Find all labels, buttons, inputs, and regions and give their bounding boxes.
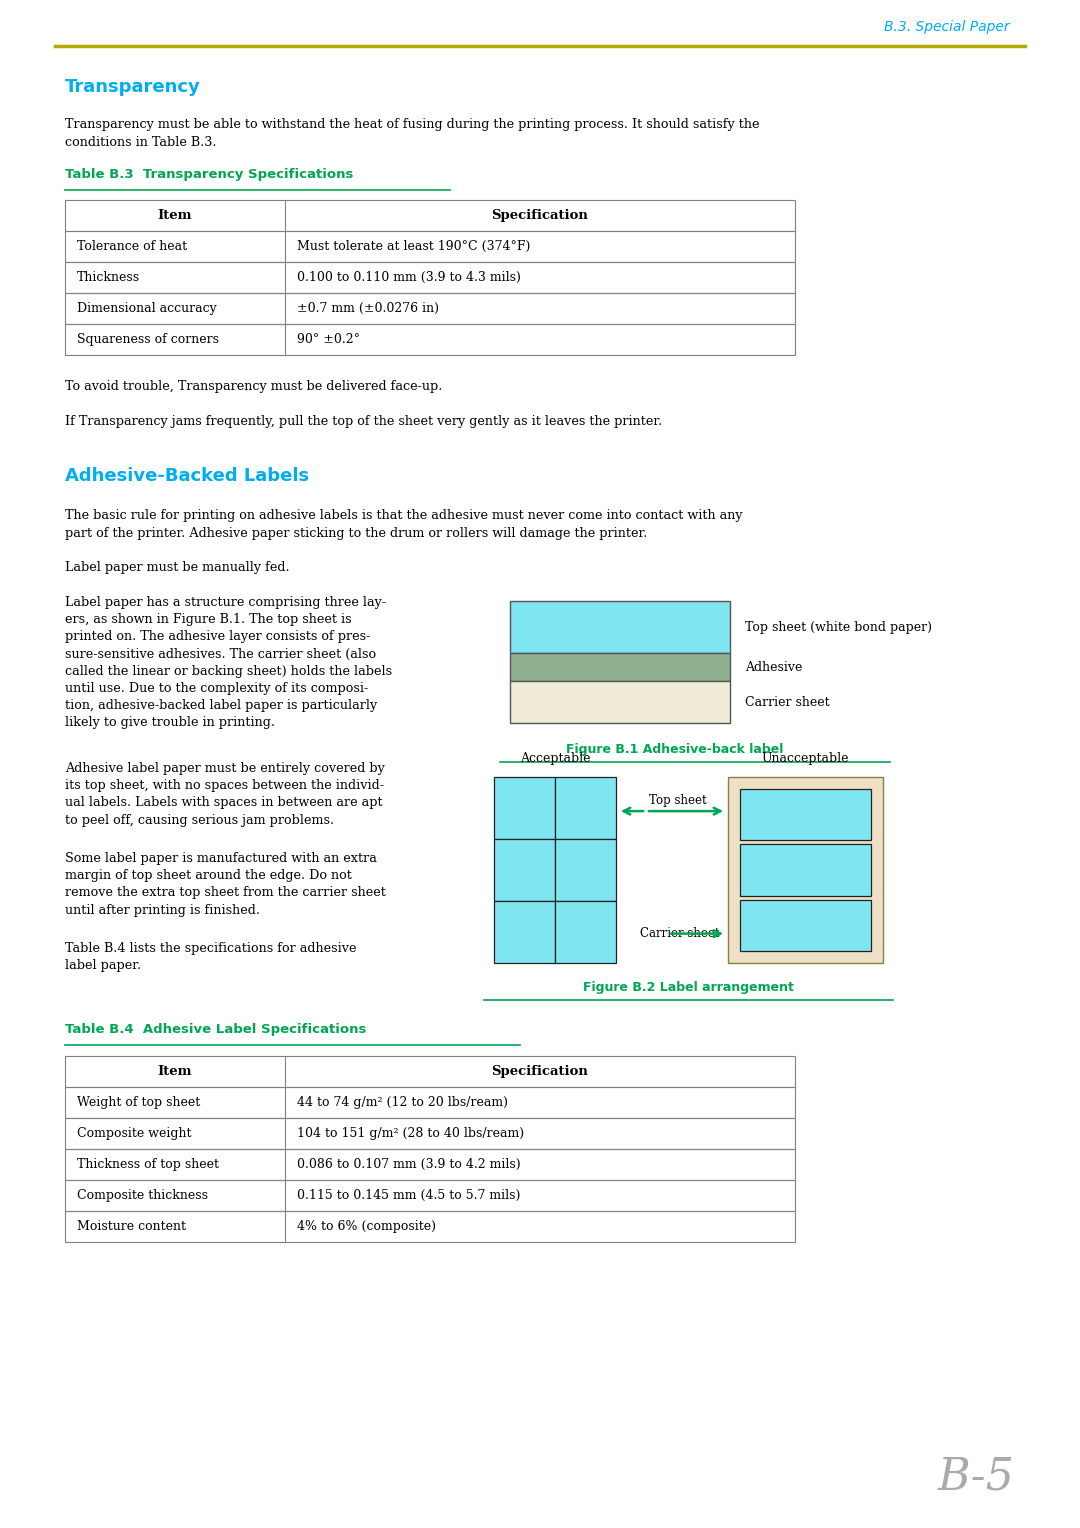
Text: Composite weight: Composite weight: [77, 1128, 191, 1140]
Text: 44 to 74 g/m² (12 to 20 lbs/ream): 44 to 74 g/m² (12 to 20 lbs/ream): [297, 1096, 508, 1109]
Text: Acceptable: Acceptable: [519, 752, 591, 766]
Text: Adhesive: Adhesive: [745, 660, 802, 674]
Bar: [65, 1056, 795, 1086]
Text: Transparency must be able to withstand the heat of fusing during the printing pr: Transparency must be able to withstand t…: [65, 118, 759, 150]
Bar: [494, 839, 555, 902]
Text: Table B.4  Adhesive Label Specifications: Table B.4 Adhesive Label Specifications: [65, 1024, 366, 1036]
Text: Thickness of top sheet: Thickness of top sheet: [77, 1158, 219, 1170]
Bar: [555, 902, 616, 963]
Text: Label paper must be manually fed.: Label paper must be manually fed.: [65, 561, 289, 575]
Text: Tolerance of heat: Tolerance of heat: [77, 240, 187, 254]
Bar: [65, 1149, 795, 1180]
Text: Item: Item: [158, 1065, 192, 1077]
Text: Must tolerate at least 190°C (374°F): Must tolerate at least 190°C (374°F): [297, 240, 530, 254]
Bar: [510, 681, 730, 723]
Bar: [65, 261, 795, 293]
Bar: [65, 1212, 795, 1242]
Bar: [510, 601, 730, 652]
Text: Weight of top sheet: Weight of top sheet: [77, 1096, 200, 1109]
Text: Some label paper is manufactured with an extra
margin of top sheet around the ed: Some label paper is manufactured with an…: [65, 853, 386, 917]
Bar: [728, 778, 883, 963]
Text: Unacceptable: Unacceptable: [761, 752, 849, 766]
Bar: [65, 1086, 795, 1118]
Bar: [65, 1118, 795, 1149]
Text: To avoid trouble, Transparency must be delivered face-up.: To avoid trouble, Transparency must be d…: [65, 380, 443, 393]
Text: 0.115 to 0.145 mm (4.5 to 5.7 mils): 0.115 to 0.145 mm (4.5 to 5.7 mils): [297, 1189, 521, 1203]
Text: Carrier sheet: Carrier sheet: [745, 695, 829, 709]
Bar: [555, 839, 616, 902]
Bar: [65, 293, 795, 324]
Text: Specification: Specification: [491, 1065, 589, 1077]
Text: Label paper has a structure comprising three lay-
ers, as shown in Figure B.1. T: Label paper has a structure comprising t…: [65, 596, 392, 729]
Text: The basic rule for printing on adhesive labels is that the adhesive must never c: The basic rule for printing on adhesive …: [65, 509, 743, 539]
Text: 0.100 to 0.110 mm (3.9 to 4.3 mils): 0.100 to 0.110 mm (3.9 to 4.3 mils): [297, 270, 521, 284]
Text: Composite thickness: Composite thickness: [77, 1189, 208, 1203]
Text: Table B.3  Transparency Specifications: Table B.3 Transparency Specifications: [65, 168, 353, 180]
Text: Specification: Specification: [491, 209, 589, 222]
Text: Item: Item: [158, 209, 192, 222]
Text: Squareness of corners: Squareness of corners: [77, 333, 219, 345]
Text: Table B.4 lists the specifications for adhesive
label paper.: Table B.4 lists the specifications for a…: [65, 941, 356, 972]
Text: B.3. Special Paper: B.3. Special Paper: [885, 20, 1010, 34]
Bar: [65, 231, 795, 261]
Bar: [494, 778, 555, 839]
Text: ±0.7 mm (±0.0276 in): ±0.7 mm (±0.0276 in): [297, 303, 438, 315]
Text: Thickness: Thickness: [77, 270, 140, 284]
Text: 90° ±0.2°: 90° ±0.2°: [297, 333, 360, 345]
Text: Figure B.2 Label arrangement: Figure B.2 Label arrangement: [583, 981, 794, 995]
Bar: [740, 845, 870, 895]
Text: Carrier sheet: Carrier sheet: [640, 927, 720, 940]
Text: Figure B.1 Adhesive-back label: Figure B.1 Adhesive-back label: [566, 743, 784, 756]
Text: Dimensional accuracy: Dimensional accuracy: [77, 303, 217, 315]
Bar: [740, 900, 870, 950]
Text: Adhesive label paper must be entirely covered by
its top sheet, with no spaces b: Adhesive label paper must be entirely co…: [65, 762, 384, 827]
Bar: [65, 1180, 795, 1212]
Text: 4% to 6% (composite): 4% to 6% (composite): [297, 1219, 436, 1233]
Text: Transparency: Transparency: [65, 78, 201, 96]
Text: 104 to 151 g/m² (28 to 40 lbs/ream): 104 to 151 g/m² (28 to 40 lbs/ream): [297, 1128, 524, 1140]
Bar: [65, 200, 795, 231]
Text: Top sheet (white bond paper): Top sheet (white bond paper): [745, 620, 932, 634]
Text: Top sheet: Top sheet: [649, 795, 706, 807]
Text: B-5: B-5: [939, 1455, 1015, 1497]
Text: 0.086 to 0.107 mm (3.9 to 4.2 mils): 0.086 to 0.107 mm (3.9 to 4.2 mils): [297, 1158, 521, 1170]
Bar: [65, 324, 795, 354]
Text: Moisture content: Moisture content: [77, 1219, 186, 1233]
Bar: [494, 902, 555, 963]
Bar: [740, 788, 870, 840]
Text: If Transparency jams frequently, pull the top of the sheet very gently as it lea: If Transparency jams frequently, pull th…: [65, 416, 662, 428]
Bar: [555, 778, 616, 839]
Text: Adhesive-Backed Labels: Adhesive-Backed Labels: [65, 468, 309, 484]
Bar: [510, 652, 730, 681]
